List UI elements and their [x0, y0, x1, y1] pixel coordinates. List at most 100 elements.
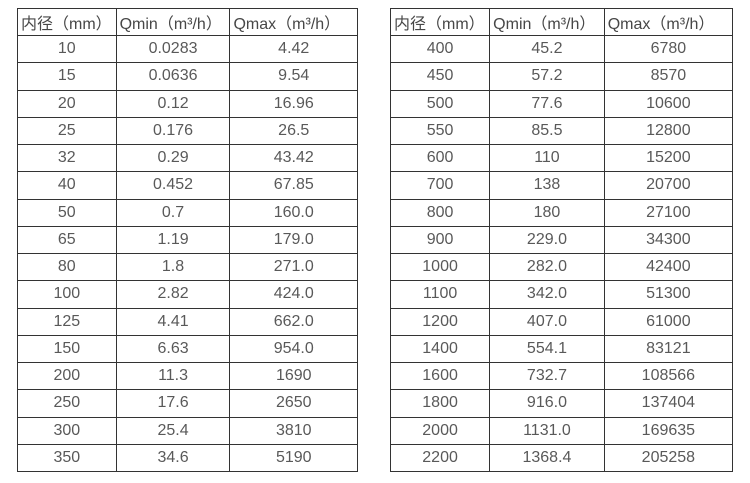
table-cell: 271.0 [229, 252, 358, 282]
table-cell: 25 [17, 116, 117, 146]
table-cell: 732.7 [489, 361, 605, 391]
table-cell: 40 [17, 171, 117, 200]
table-row: 350 34.6 5190 [17, 443, 358, 473]
table-row: 150 6.63 954.0 [17, 334, 358, 364]
table-cell: 0.176 [115, 116, 231, 146]
table-row: 500 77.6 10600 [389, 89, 734, 118]
table-row: 1400 554.1 83121 [389, 334, 734, 364]
table-cell: 67.85 [229, 171, 358, 200]
table-cell: 9.54 [229, 62, 358, 91]
table-row: 200 11.3 1690 [17, 361, 358, 391]
table-row: 2200 1368.4 205258 [389, 443, 734, 473]
table-cell: 150 [17, 334, 117, 364]
table-cell: 17.6 [115, 389, 231, 418]
table-row: 300 25.4 3810 [17, 416, 358, 445]
table-cell: 1690 [229, 361, 358, 391]
table-cell: 0.7 [115, 198, 231, 227]
table-cell: 1368.4 [489, 443, 605, 473]
table-row: 800 180 27100 [389, 198, 734, 227]
table-row: 2000 1131.0 169635 [389, 416, 734, 445]
table-cell: 34.6 [115, 443, 231, 473]
table-row: 1200 407.0 61000 [389, 307, 734, 336]
table-row: 65 1.19 179.0 [17, 225, 358, 255]
table-cell: 229.0 [489, 225, 605, 255]
table-cell: 1100 [389, 280, 491, 309]
table-cell: 1.8 [115, 252, 231, 282]
table-row: 100 2.82 424.0 [17, 280, 358, 309]
table-cell: 8570 [603, 62, 734, 91]
table-cell: 6.63 [115, 334, 231, 364]
table-cell: 77.6 [489, 89, 605, 118]
table-cell: 550 [389, 116, 491, 146]
table-cell: 179.0 [229, 225, 358, 255]
table-row: 80 1.8 271.0 [17, 252, 358, 282]
table-cell: 50 [17, 198, 117, 227]
table-row: 20 0.12 16.96 [17, 89, 358, 118]
table-cell: 1.19 [115, 225, 231, 255]
table-cell: 65 [17, 225, 117, 255]
table-cell: 138 [489, 171, 605, 200]
table-cell: 0.29 [115, 143, 231, 173]
table-cell: 2200 [389, 443, 491, 473]
table-cell: 110 [489, 143, 605, 173]
table-cell: 954.0 [229, 334, 358, 364]
table-cell: 80 [17, 252, 117, 282]
table-cell: 350 [17, 443, 117, 473]
table-cell: 4.41 [115, 307, 231, 336]
table-cell: 45.2 [489, 34, 605, 64]
table-cell: 662.0 [229, 307, 358, 336]
table-row: 50 0.7 160.0 [17, 198, 358, 227]
table-cell: 5190 [229, 443, 358, 473]
table-cell: 300 [17, 416, 117, 445]
table-cell: 108566 [603, 361, 734, 391]
table-row: 40 0.452 67.85 [17, 171, 358, 200]
table-cell: 200 [17, 361, 117, 391]
table-cell: 0.0283 [115, 34, 231, 64]
table-cell: 916.0 [489, 389, 605, 418]
table-cell: 2000 [389, 416, 491, 445]
table-cell: 3810 [229, 416, 358, 445]
table-row: 550 85.5 12800 [389, 116, 734, 146]
table-cell: 10 [17, 34, 117, 64]
table-cell: 2650 [229, 389, 358, 418]
table-cell: 2.82 [115, 280, 231, 309]
table-cell: 450 [389, 62, 491, 91]
table-row: 125 4.41 662.0 [17, 307, 358, 336]
table-cell: 282.0 [489, 252, 605, 282]
column-header: 内径（mm） [17, 8, 117, 36]
table-cell: 61000 [603, 307, 734, 336]
table-cell: 500 [389, 89, 491, 118]
table-cell: 205258 [603, 443, 734, 473]
table-cell: 800 [389, 198, 491, 227]
table-cell: 1000 [389, 252, 491, 282]
table-cell: 20700 [603, 171, 734, 200]
table-cell: 20 [17, 89, 117, 118]
table-row: 15 0.0636 9.54 [17, 62, 358, 91]
table-cell: 600 [389, 143, 491, 173]
table-row: 1000 282.0 42400 [389, 252, 734, 282]
table-cell: 25.4 [115, 416, 231, 445]
table-cell: 10600 [603, 89, 734, 118]
table-cell: 11.3 [115, 361, 231, 391]
table-row: 1100 342.0 51300 [389, 280, 734, 309]
header-row: 内径（mm） Qmin（m³/h） Qmax（m³/h） [17, 8, 358, 36]
table-cell: 1600 [389, 361, 491, 391]
table-cell: 85.5 [489, 116, 605, 146]
column-header: 内径（mm） [389, 8, 491, 36]
table-row: 450 57.2 8570 [389, 62, 734, 91]
table-cell: 342.0 [489, 280, 605, 309]
table-row: 1800 916.0 137404 [389, 389, 734, 418]
table-cell: 400 [389, 34, 491, 64]
table-cell: 1800 [389, 389, 491, 418]
table-cell: 34300 [603, 225, 734, 255]
table-cell: 83121 [603, 334, 734, 364]
table-cell: 16.96 [229, 89, 358, 118]
table-cell: 407.0 [489, 307, 605, 336]
table-cell: 1400 [389, 334, 491, 364]
table-row: 1600 732.7 108566 [389, 361, 734, 391]
table-cell: 160.0 [229, 198, 358, 227]
table-cell: 125 [17, 307, 117, 336]
table-cell: 0.12 [115, 89, 231, 118]
table-row: 10 0.0283 4.42 [17, 34, 358, 64]
